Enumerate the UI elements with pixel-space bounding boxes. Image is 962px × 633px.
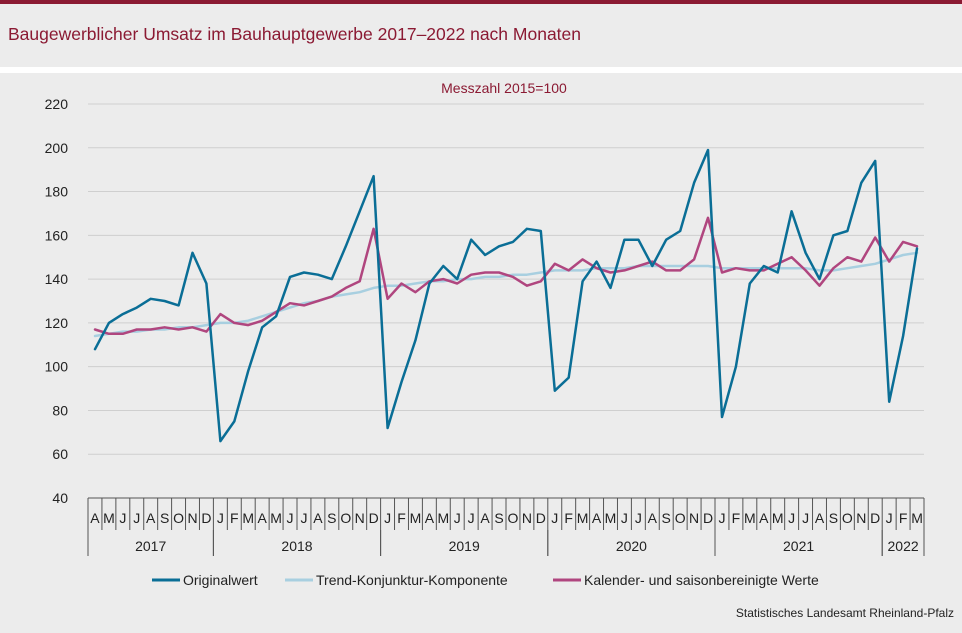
legend: Originalwert Trend-Konjunktur-Komponente K… [152, 572, 819, 588]
x-year-label: 2022 [888, 538, 919, 554]
x-month-label: A [815, 510, 825, 526]
x-month-label: J [468, 510, 475, 526]
x-month-label: M [911, 510, 923, 526]
x-month-label: A [759, 510, 769, 526]
x-month-label: D [870, 510, 880, 526]
x-month-label: M [437, 510, 449, 526]
x-month-label: J [621, 510, 628, 526]
x-month-label: M [577, 510, 589, 526]
x-month-label: D [536, 510, 546, 526]
x-month-label: D [369, 510, 379, 526]
x-month-label: A [592, 510, 602, 526]
page-title: Baugewerblicher Umsatz im Bauhauptgewerb… [8, 24, 582, 44]
x-month-label: N [522, 510, 532, 526]
x-month-label: A [648, 510, 658, 526]
y-tick-label: 200 [45, 140, 69, 156]
x-month-label: F [732, 510, 741, 526]
x-month-label: M [270, 510, 282, 526]
x-month-label: J [384, 510, 391, 526]
x-month-label: F [899, 510, 908, 526]
x-month-label: N [187, 510, 197, 526]
x-month-label: J [217, 510, 224, 526]
x-month-label: J [133, 510, 140, 526]
x-month-label: S [327, 510, 336, 526]
y-tick-label: 60 [52, 446, 68, 462]
x-month-label: A [257, 510, 267, 526]
x-month-label: M [410, 510, 422, 526]
x-month-label: O [508, 510, 519, 526]
x-month-label: S [494, 510, 503, 526]
top-accent-bar [0, 0, 962, 4]
x-month-label: F [397, 510, 406, 526]
x-month-label: A [480, 510, 490, 526]
x-year-label: 2019 [449, 538, 480, 554]
x-month-label: J [454, 510, 461, 526]
chart-subtitle: Messzahl 2015=100 [441, 80, 567, 96]
series-line-1 [93, 251, 919, 338]
y-tick-label: 180 [45, 184, 69, 200]
x-year-label: 2018 [281, 538, 312, 554]
x-month-label: J [635, 510, 642, 526]
x-month-label: S [662, 510, 671, 526]
y-tick-label: 140 [45, 271, 69, 287]
x-month-label: J [802, 510, 809, 526]
x-month-label: A [146, 510, 156, 526]
x-year-label: 2021 [783, 538, 814, 554]
x-month-label: D [703, 510, 713, 526]
x-month-label: A [90, 510, 100, 526]
x-month-label: J [119, 510, 126, 526]
x-month-label: M [605, 510, 617, 526]
x-month-label: M [772, 510, 784, 526]
x-month-label: O [340, 510, 351, 526]
x-year-label: 2020 [616, 538, 647, 554]
x-month-label: M [103, 510, 115, 526]
x-month-label: M [242, 510, 254, 526]
series-line-0 [93, 148, 919, 443]
y-tick-label: 220 [45, 96, 69, 112]
x-month-label: A [425, 510, 435, 526]
x-month-label: J [551, 510, 558, 526]
x-month-label: F [230, 510, 239, 526]
legend-label: Originalwert [183, 572, 258, 588]
gridlines [88, 103, 924, 455]
source-note: Statistisches Landesamt Rheinland-Pfalz [735, 606, 954, 620]
x-month-label: J [300, 510, 307, 526]
x-month-label: O [675, 510, 686, 526]
x-month-label: N [689, 510, 699, 526]
x-month-label: A [313, 510, 323, 526]
x-month-label: J [287, 510, 294, 526]
series-lines [93, 148, 919, 443]
x-month-label: O [842, 510, 853, 526]
x-month-label: N [355, 510, 365, 526]
x-year-label: 2017 [135, 538, 166, 554]
y-tick-label: 80 [52, 402, 68, 418]
x-month-label: F [564, 510, 573, 526]
legend-label: Trend-Konjunktur-Komponente [316, 572, 508, 588]
y-tick-label: 160 [45, 227, 69, 243]
y-tick-label: 120 [45, 315, 69, 331]
x-month-label: D [201, 510, 211, 526]
x-month-label: S [829, 510, 838, 526]
y-tick-label: 40 [52, 490, 68, 506]
y-tick-label: 100 [45, 359, 69, 375]
x-month-label: S [160, 510, 169, 526]
title-divider [0, 67, 962, 73]
x-month-label: J [788, 510, 795, 526]
x-month-label: N [856, 510, 866, 526]
legend-label: Kalender- und saisonbereinigte Werte [584, 572, 819, 588]
x-month-label: J [886, 510, 893, 526]
x-month-label: J [718, 510, 725, 526]
y-axis: 40 60 80 100 120 140 160 180 200 220 [45, 96, 69, 506]
x-month-label: O [173, 510, 184, 526]
x-month-label: M [744, 510, 756, 526]
